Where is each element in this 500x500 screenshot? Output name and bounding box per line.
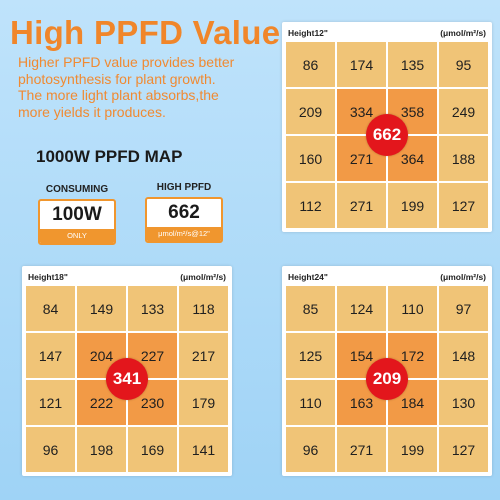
grid-cell: 174 [337, 42, 386, 87]
panel-height-label: Height18" [28, 272, 68, 282]
ppfd-value: 662 [168, 202, 200, 223]
grid-cell: 95 [439, 42, 488, 87]
grid-cell: 198 [77, 427, 126, 472]
grid-cell: 96 [286, 427, 335, 472]
description-line: photosynthesis for plant growth. [18, 70, 216, 87]
grid-cell: 121 [26, 380, 75, 425]
grid-cell: 160 [286, 136, 335, 181]
ppfd-sub: μmol/m²/s@12" [147, 227, 221, 241]
grid-cell: 127 [439, 183, 488, 228]
grid-cell: 149 [77, 286, 126, 331]
ppfd-panel-24: Height24" (μmol/m²/s) 85 124 110 97 125 … [282, 266, 492, 476]
center-ppfd-badge: 662 [366, 114, 408, 156]
grid-cell: 217 [179, 333, 228, 378]
panel-header: Height18" (μmol/m²/s) [22, 266, 232, 284]
consuming-value: 100W [52, 204, 102, 225]
panel-height-label: Height24" [288, 272, 328, 282]
panel-header: Height12" (μmol/m²/s) [282, 22, 492, 40]
consuming-sub: ONLY [40, 229, 114, 243]
consuming-stat: CONSUMING 100W ONLY [38, 184, 116, 245]
map-title: 1000W PPFD MAP [36, 147, 183, 166]
grid-cell: 125 [286, 333, 335, 378]
ppfd-label: HIGH PPFD [156, 182, 212, 193]
ppfd-grid: 85 124 110 97 125 154 172 148 110 163 18… [286, 286, 488, 472]
grid-cell: 97 [439, 286, 488, 331]
grid-cell: 124 [337, 286, 386, 331]
grid-cell: 141 [179, 427, 228, 472]
grid-cell: 147 [26, 333, 75, 378]
grid-cell: 85 [286, 286, 335, 331]
grid-cell: 179 [179, 380, 228, 425]
panel-unit-label: (μmol/m²/s) [440, 272, 486, 282]
description-line: Higher PPFD value provides better [18, 54, 235, 70]
grid-cell: 271 [337, 183, 386, 228]
grid-cell: 209 [286, 89, 335, 134]
description: Higher PPFD value provides better photos… [18, 54, 278, 120]
grid-cell: 271 [337, 136, 386, 181]
grid-cell: 199 [388, 427, 437, 472]
ppfd-panel-12: Height12" (μmol/m²/s) 86 174 135 95 209 … [282, 22, 492, 232]
center-ppfd-badge: 341 [106, 358, 148, 400]
grid-cell: 130 [439, 380, 488, 425]
grid-cell: 133 [128, 286, 177, 331]
ppfd-box: 662 μmol/m²/s@12" [145, 197, 223, 243]
grid-cell: 110 [388, 286, 437, 331]
grid-cell: 199 [388, 183, 437, 228]
grid-cell: 135 [388, 42, 437, 87]
grid-cell: 188 [439, 136, 488, 181]
ppfd-panel-18: Height18" (μmol/m²/s) 84 149 133 118 147… [22, 266, 232, 476]
panel-height-label: Height12" [288, 28, 328, 38]
grid-cell: 84 [26, 286, 75, 331]
page-title: High PPFD Value [10, 14, 281, 51]
description-line: more yields it produces. [18, 103, 166, 120]
grid-cell: 110 [286, 380, 335, 425]
panel-header: Height24" (μmol/m²/s) [282, 266, 492, 284]
ppfd-grid: 84 149 133 118 147 204 227 217 121 222 2… [26, 286, 228, 472]
grid-cell: 112 [286, 183, 335, 228]
grid-cell: 127 [439, 427, 488, 472]
grid-cell: 169 [128, 427, 177, 472]
grid-cell: 96 [26, 427, 75, 472]
grid-cell: 86 [286, 42, 335, 87]
grid-cell: 118 [179, 286, 228, 331]
grid-cell: 249 [439, 89, 488, 134]
description-line: The more light plant absorbs,the [18, 87, 219, 103]
panel-unit-label: (μmol/m²/s) [440, 28, 486, 38]
grid-cell: 148 [439, 333, 488, 378]
grid-cell: 271 [337, 427, 386, 472]
center-ppfd-badge: 209 [366, 358, 408, 400]
consuming-label: CONSUMING [45, 184, 109, 195]
ppfd-stat: HIGH PPFD 662 μmol/m²/s@12" [145, 182, 223, 243]
panel-unit-label: (μmol/m²/s) [180, 272, 226, 282]
consuming-box: 100W ONLY [38, 199, 116, 245]
